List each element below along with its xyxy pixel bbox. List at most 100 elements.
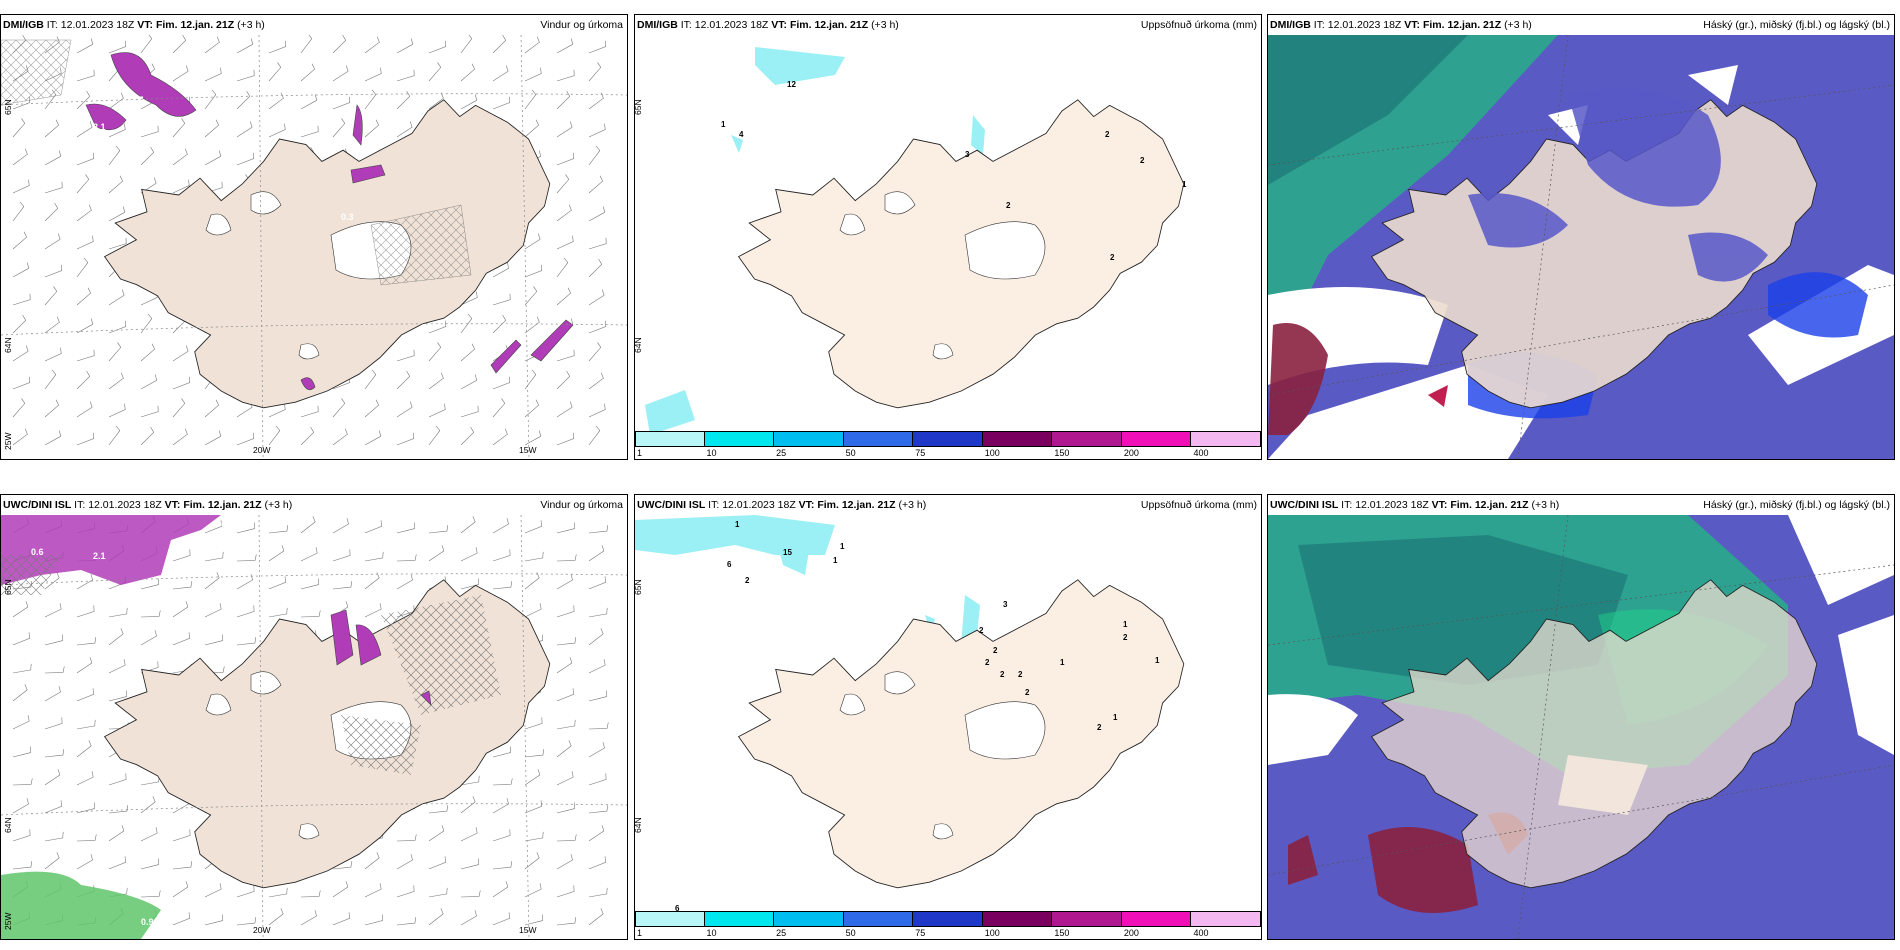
lead-time: (+3 h) xyxy=(1531,499,1560,511)
wind-barb xyxy=(556,121,573,138)
wind-barb xyxy=(524,800,543,814)
wind-barb xyxy=(556,802,575,814)
wind-barb xyxy=(524,572,540,590)
wind-barb xyxy=(204,67,222,82)
wind-barb xyxy=(332,581,353,590)
wind-barb xyxy=(140,343,155,362)
wind-barb xyxy=(108,123,126,138)
wind-barb xyxy=(396,121,413,138)
wind-barb xyxy=(460,63,475,82)
wind-barb xyxy=(108,659,126,674)
wind-barb xyxy=(556,370,571,390)
wind-barb xyxy=(460,827,478,842)
wind-barb xyxy=(300,125,319,138)
wind-barb xyxy=(524,399,539,418)
wind-barb xyxy=(396,401,413,418)
wind-barb xyxy=(236,917,257,926)
wind-barb xyxy=(236,522,255,534)
wind-barb xyxy=(460,796,476,814)
wind-barb xyxy=(524,430,542,446)
wind-barb xyxy=(108,206,126,222)
wind-barb xyxy=(588,175,603,194)
panel-title: Uppsöfnuð úrkoma (mm) xyxy=(1140,19,1257,31)
wind-barb xyxy=(588,659,606,674)
wind-barb xyxy=(12,778,33,786)
wind-barb xyxy=(44,603,62,618)
wind-barb xyxy=(12,746,31,758)
wind-barb xyxy=(108,320,127,334)
wind-barb xyxy=(12,684,28,702)
wind-barb xyxy=(108,237,127,250)
wind-barb xyxy=(108,403,126,418)
wind-barb xyxy=(524,769,541,786)
wind-barb xyxy=(172,912,191,926)
wind-barb xyxy=(428,825,445,842)
wind-barb xyxy=(172,376,191,390)
wind-barb xyxy=(268,607,288,618)
wind-barb xyxy=(300,405,319,418)
model-name: UWC/DINI ISL xyxy=(637,499,706,511)
value-label: 1 xyxy=(840,542,845,551)
wind-barb xyxy=(588,607,608,618)
wind-barb xyxy=(12,601,29,618)
wind-barb xyxy=(524,603,542,618)
wind-barb xyxy=(588,576,607,590)
colorbar-tick: 50 xyxy=(845,448,856,458)
wind-barb xyxy=(396,38,414,54)
wind-barb xyxy=(460,547,478,562)
wind-barb xyxy=(44,634,63,646)
wind-barb xyxy=(268,403,286,418)
model-name: DMI/IGB xyxy=(1270,19,1311,31)
wind-barb xyxy=(204,150,222,166)
wind-barb xyxy=(12,398,26,418)
wind-barb xyxy=(204,520,223,534)
wind-barb xyxy=(236,605,255,618)
wind-barb xyxy=(172,881,189,898)
precip-band-north xyxy=(1,515,221,585)
lat-label-65n: 65N xyxy=(3,579,13,595)
value-label: 1 xyxy=(1123,620,1128,629)
wind-barb xyxy=(12,663,32,674)
wind-barb xyxy=(588,289,605,306)
value-label: 1 xyxy=(1182,180,1187,189)
value-label: 1 xyxy=(833,556,838,565)
value-label: 2 xyxy=(1123,633,1128,642)
wind-barb xyxy=(364,852,380,870)
wind-barb xyxy=(428,525,449,534)
wind-barb xyxy=(588,123,606,138)
wind-barb xyxy=(492,861,513,870)
value-label: 2 xyxy=(1000,670,1005,679)
wind-barb xyxy=(76,152,95,166)
wind-barb xyxy=(12,201,25,222)
wind-barb xyxy=(588,258,603,278)
wind-barb xyxy=(12,118,26,138)
wind-barb xyxy=(396,370,411,390)
wind-barb xyxy=(556,740,572,758)
lead-time: (+3 h) xyxy=(871,19,899,31)
wind-barb xyxy=(44,686,61,702)
wind-barb xyxy=(332,118,346,138)
wind-barb xyxy=(588,908,604,926)
wind-barb xyxy=(460,94,478,110)
wind-barb xyxy=(44,233,61,250)
wind-barb xyxy=(556,432,575,446)
wind-barb xyxy=(108,175,123,194)
lon-label-20w: 20W xyxy=(253,925,271,935)
wind-barb xyxy=(44,286,58,306)
wind-barb xyxy=(268,525,289,534)
wind-barb xyxy=(492,798,509,814)
colorbar-tick: 10 xyxy=(706,448,717,458)
wind-barb xyxy=(12,632,31,646)
wind-barb xyxy=(588,320,607,334)
precip-colorbar: 1 10 25 50 75 100 150 200 400 xyxy=(635,431,1261,459)
wind-barb xyxy=(588,342,602,362)
wind-barb xyxy=(236,432,255,446)
panel-header: UWC/DINI ISL IT: 12.01.2023 18Z VT: Fim.… xyxy=(1,495,627,515)
wind-barb xyxy=(428,40,447,54)
wind-barb xyxy=(300,516,316,534)
wind-barb xyxy=(492,746,511,758)
value-label: 2 xyxy=(1097,723,1102,732)
wind-barb xyxy=(556,204,572,222)
wind-barb xyxy=(396,349,415,362)
